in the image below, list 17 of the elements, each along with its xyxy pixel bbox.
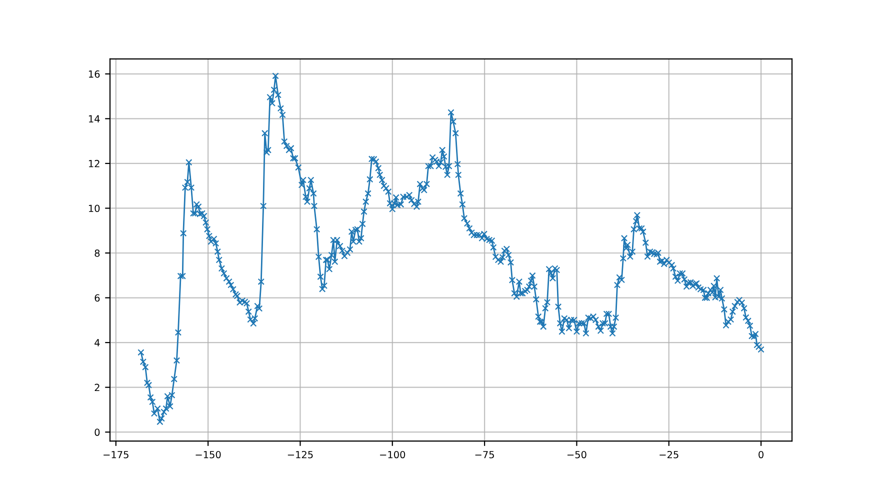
x-tick-label: −150 [196, 450, 221, 458]
x-tick-label: −100 [380, 450, 406, 458]
y-tick-label: 6 [94, 294, 100, 302]
x-tick-label: 0 [758, 450, 764, 458]
y-tick-label: 0 [94, 428, 100, 436]
y-tick-label: 14 [88, 115, 100, 122]
y-tick-label: 8 [94, 249, 100, 257]
y-tick-label: 2 [94, 384, 100, 392]
x-tick-label: −50 [567, 450, 586, 458]
y-tick-label: 16 [88, 70, 100, 78]
x-tick-label: −75 [475, 451, 494, 458]
x-tick-label: −175 [104, 451, 128, 458]
x-tick-label: −25 [660, 450, 678, 458]
y-tick-label: 4 [94, 339, 100, 346]
y-tick-label: 12 [88, 160, 100, 168]
x-tick-label: −125 [288, 450, 313, 458]
y-tick-label: 10 [88, 204, 100, 212]
